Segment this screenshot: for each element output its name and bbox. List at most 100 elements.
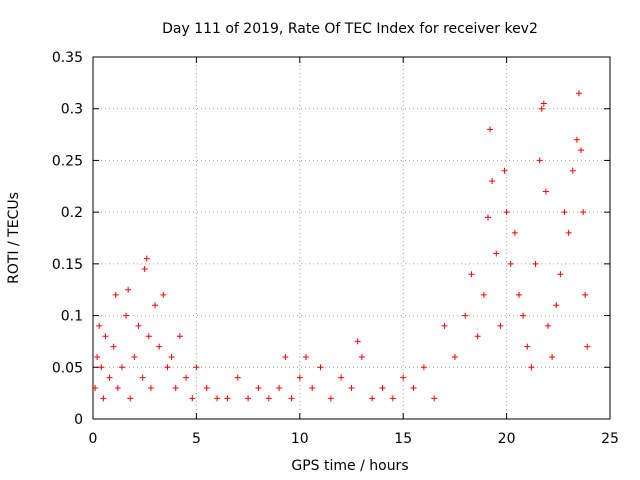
data-point (168, 353, 175, 360)
data-point (578, 147, 585, 154)
data-point (118, 364, 125, 371)
data-point (164, 364, 171, 371)
data-point (145, 333, 152, 340)
data-point (389, 395, 396, 402)
data-point (160, 291, 167, 298)
data-point (176, 333, 183, 340)
data-point (282, 353, 289, 360)
plot-frame (92, 56, 611, 420)
data-point (203, 384, 210, 391)
data-point (135, 322, 142, 329)
y-tick-label: 0.25 (52, 153, 83, 169)
data-point (582, 291, 589, 298)
data-point (214, 395, 221, 402)
data-point (474, 333, 481, 340)
data-point (172, 384, 179, 391)
data-point (276, 384, 283, 391)
data-point (147, 384, 154, 391)
data-point (503, 209, 510, 216)
data-point (468, 271, 475, 278)
data-point (420, 364, 427, 371)
data-point (92, 384, 99, 391)
data-point (400, 374, 407, 381)
data-point (354, 338, 361, 345)
data-point (309, 384, 316, 391)
data-point (441, 322, 448, 329)
data-point (224, 395, 231, 402)
data-point (484, 214, 491, 221)
data-point (573, 136, 580, 143)
data-point (141, 266, 148, 273)
data-point (575, 90, 582, 97)
data-point (317, 364, 324, 371)
data-point (110, 343, 117, 350)
data-point (152, 302, 159, 309)
data-point (553, 302, 560, 309)
y-tick-label: 0 (74, 412, 83, 428)
data-point (524, 343, 531, 350)
data-point (265, 395, 272, 402)
data-point (561, 209, 568, 216)
data-point (501, 167, 508, 174)
data-point (100, 395, 107, 402)
data-point (516, 291, 523, 298)
x-tick-label: 10 (291, 431, 309, 447)
data-point (489, 178, 496, 185)
data-point (245, 395, 252, 402)
data-point (98, 364, 105, 371)
axis-ticks: 0 5 10 15 20 25 0 0.05 0.1 0.15 0.2 0.25 0.3 0.35 (52, 50, 619, 447)
data-point (544, 322, 551, 329)
data-point (338, 374, 345, 381)
data-point (540, 100, 547, 107)
data-point (296, 374, 303, 381)
x-tick-label: 5 (192, 431, 201, 447)
data-point (480, 291, 487, 298)
y-tick-label: 0.3 (61, 102, 83, 118)
y-tick-label: 0.35 (52, 50, 83, 66)
grid-lines (93, 57, 610, 419)
data-point (532, 260, 539, 267)
data-point (327, 395, 334, 402)
x-tick-label: 20 (498, 431, 516, 447)
data-point (549, 353, 556, 360)
y-tick-label: 0.1 (61, 309, 83, 325)
data-point (569, 167, 576, 174)
data-point (487, 126, 494, 133)
data-point (303, 353, 310, 360)
data-point (410, 384, 417, 391)
chart-title: Day 111 of 2019, Rate Of TEC Index for r… (162, 21, 538, 37)
data-point (565, 229, 572, 236)
data-point (451, 353, 458, 360)
y-tick-label: 0.05 (52, 360, 83, 376)
data-point (127, 395, 134, 402)
data-point (584, 343, 591, 350)
y-tick-label: 0.15 (52, 257, 83, 273)
data-point (112, 291, 119, 298)
data-point (369, 395, 376, 402)
data-point (114, 384, 121, 391)
data-point (102, 333, 109, 340)
x-axis-label: GPS time / hours (291, 458, 408, 474)
data-point (493, 250, 500, 257)
y-axis-label: ROTI / TECUs (6, 192, 22, 284)
data-point (131, 353, 138, 360)
data-point (193, 364, 200, 371)
data-point (183, 374, 190, 381)
data-point (580, 209, 587, 216)
data-point (189, 395, 196, 402)
data-point (520, 312, 527, 319)
data-point (528, 364, 535, 371)
data-point (536, 157, 543, 164)
data-point (94, 353, 101, 360)
data-point (143, 255, 150, 262)
data-point (431, 395, 438, 402)
data-point (379, 384, 386, 391)
data-point (234, 374, 241, 381)
data-point (106, 374, 113, 381)
data-point (538, 105, 545, 112)
data-point (96, 322, 103, 329)
data-point (288, 395, 295, 402)
data-points (92, 90, 591, 402)
x-tick-label: 15 (394, 431, 412, 447)
